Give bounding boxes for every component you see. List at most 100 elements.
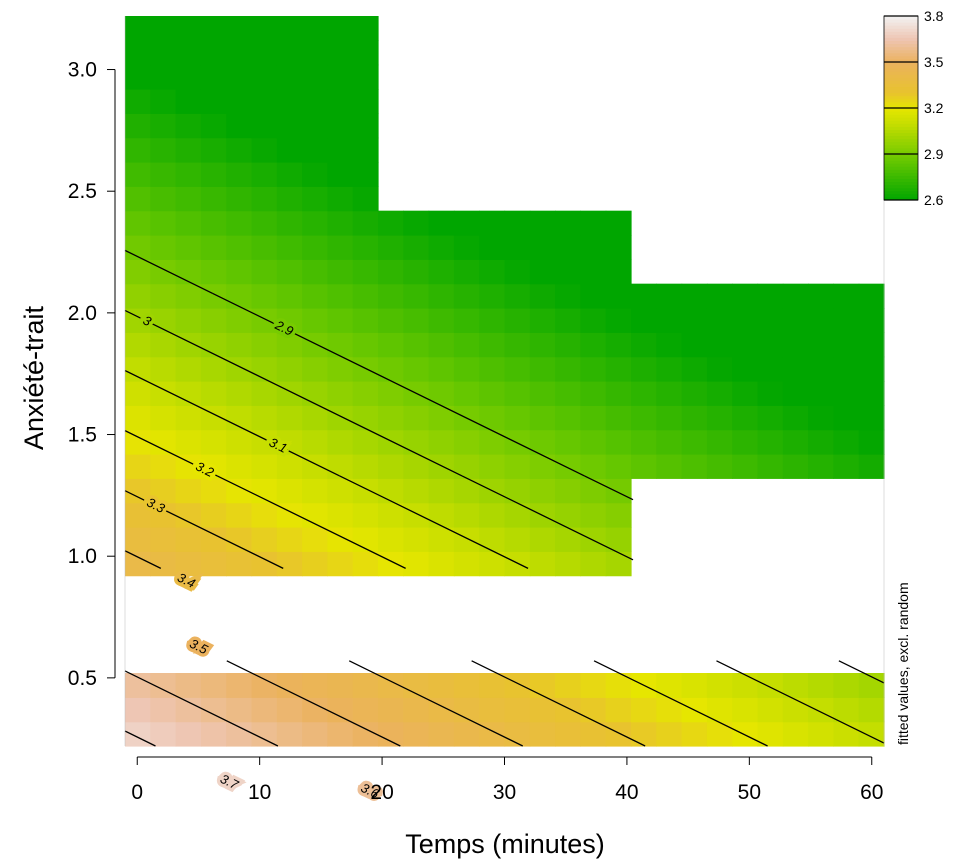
heatmap-cell [504,429,531,455]
heatmap-cell [302,527,328,552]
heatmap-cell [656,673,683,698]
heatmap-cell [428,332,455,358]
colorbar-segment [884,104,918,109]
heatmap-cell [327,16,354,41]
heatmap-cell [378,405,404,431]
heatmap-cell [327,405,354,431]
colorbar-segment [884,120,918,124]
heatmap-cell [555,332,581,358]
heatmap-cell [175,210,202,236]
heatmap-cell [226,113,253,139]
heatmap-cell [150,283,177,309]
heatmap-cell [251,235,278,260]
heatmap-cell [251,697,278,723]
heatmap-cell [479,502,506,528]
heatmap-cell [403,697,430,723]
heatmap-cell [175,356,202,382]
heatmap-cell [302,405,328,431]
heatmap-cell [605,454,632,479]
heatmap-cell [226,381,253,406]
heatmap-cell [200,673,227,698]
heatmap-cell [352,308,379,333]
heatmap-cell [681,381,708,406]
colorbar-segment [884,68,918,72]
contour-line [593,660,768,747]
heatmap-cell [631,721,657,747]
heatmap-cell [175,308,202,333]
heatmap-cell [352,162,379,187]
heatmap-cell [580,502,607,528]
heatmap-cell [125,502,151,528]
heatmap-cell [302,89,328,114]
heatmap-cell [150,186,177,212]
heatmap-cell [302,673,328,698]
heatmap-cell [251,210,278,236]
heatmap-cell [529,429,556,455]
heatmap-cell [555,259,581,285]
heatmap-cell [302,40,328,66]
heatmap-cell [479,454,506,479]
heatmap-cell [276,162,303,187]
heatmap-cell [378,356,404,382]
heatmap-cell [378,527,404,552]
contour-label: 3.5 [187,636,211,658]
heatmap-cell [200,259,227,285]
heatmap-cell [555,405,581,431]
heatmap-cell [732,283,759,309]
colorbar-segment [884,89,918,94]
heatmap-cell [681,332,708,358]
heatmap-cell [200,332,227,358]
heatmap-cell [302,235,328,260]
heatmap-cell [833,308,860,333]
heatmap-cell [808,429,834,455]
heatmap-cell [200,283,227,309]
heatmap-cell [150,721,177,747]
colorbar-segment [884,141,918,146]
colorbar-segment [884,175,918,180]
heatmap-cell [529,356,556,382]
heatmap-cell [251,405,278,431]
heatmap-cell [808,454,834,479]
heatmap-cell [808,673,834,698]
contour-line [124,309,463,477]
heatmap-cell [352,478,379,504]
heatmap-cell [428,235,455,260]
heatmap-cell [302,454,328,479]
heatmap-cell [327,186,354,212]
heatmap-cell [276,381,303,406]
heatmap-cell [302,186,328,212]
heatmap-cell [150,40,177,66]
heatmap-cell [782,332,809,358]
y-axis: 0.5 1.0 1.5 2.0 2.5 3.0 [68,16,885,746]
heatmap-cell [276,673,303,698]
colorbar-segment [884,181,918,186]
heatmap-cell [732,356,759,382]
heatmap-cell [226,308,253,333]
heatmap-cell [656,283,683,309]
contour-line [124,730,156,747]
heatmap-cell [125,721,151,747]
heatmap-cell [150,429,177,455]
heatmap-cell [251,429,278,455]
heatmap-cell [580,332,607,358]
heatmap-cell [302,259,328,285]
heatmap-cell [428,527,455,552]
heatmap-cell [808,381,834,406]
heatmap-cell [276,478,303,504]
heatmap-cell [327,40,354,66]
heatmap-cell [504,673,531,698]
heatmap-cell [276,454,303,479]
colorbar-segment [884,196,918,201]
colorbar-segment [884,160,918,164]
heatmap-cell [555,210,581,236]
heatmap-cell [276,16,303,41]
heatmap-cell [403,356,430,382]
heatmap-cell [200,381,227,406]
heatmap-cell [302,113,328,139]
heatmap-cell [605,551,632,577]
x-tick-label: 0 [131,781,143,804]
heatmap-cell [150,697,177,723]
heatmap-cell [175,259,202,285]
heatmap-cell [175,40,202,66]
heatmap-cell [656,697,683,723]
